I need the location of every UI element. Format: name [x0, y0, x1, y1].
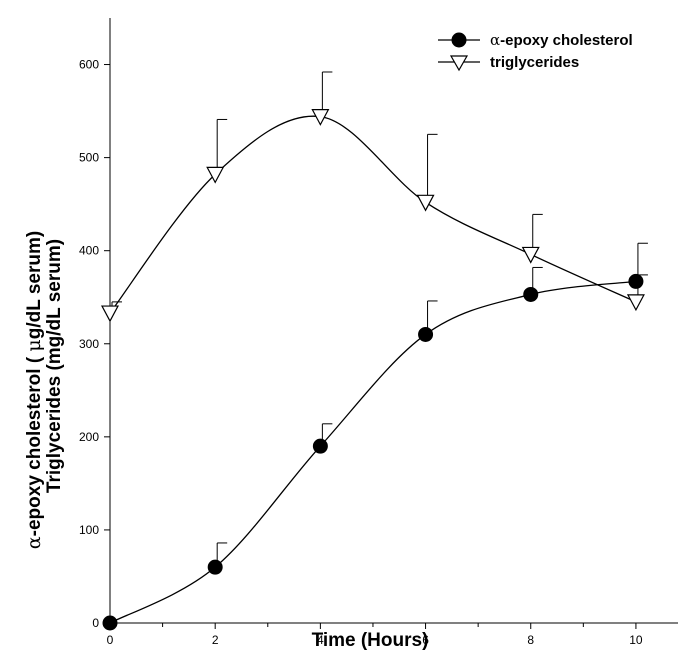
error-bars — [111, 71, 648, 568]
data-point-epoxy-cholesterol — [628, 273, 644, 289]
series-curves — [109, 115, 637, 624]
legend-label-epoxy-alpha: α — [490, 31, 500, 49]
y-tick-label: 500 — [79, 151, 99, 165]
y-tick-label: 400 — [79, 244, 99, 258]
data-point-triglycerides — [416, 194, 435, 212]
x-axis-title: Time (Hours) — [312, 630, 429, 651]
y-tick-label: 600 — [79, 58, 99, 72]
data-point-triglycerides — [311, 109, 330, 126]
legend-marker-epoxy — [451, 32, 467, 48]
y-ticks: 0 100 200 300 400 500 600 — [79, 58, 110, 630]
data-point-epoxy-cholesterol — [418, 326, 434, 342]
data-point-triglycerides — [206, 166, 225, 184]
x-tick-label: 10 — [629, 633, 643, 647]
data-point-epoxy-cholesterol — [102, 615, 118, 631]
series-markers — [101, 109, 645, 631]
data-point-epoxy-cholesterol — [312, 438, 328, 454]
y-tick-label: 100 — [79, 523, 99, 537]
y-axis-title-mu: μ — [23, 339, 45, 351]
x-ticks: 0 2 4 6 8 10 — [107, 623, 643, 647]
x-tick-label: 6 — [422, 633, 429, 647]
data-point-triglycerides — [101, 305, 119, 323]
y-axis-title-line2: Triglycerides (mg/dL serum) — [44, 239, 65, 493]
data-point-triglycerides — [626, 294, 645, 312]
x-tick-label: 0 — [107, 633, 114, 647]
legend-label-epoxy-text: -epoxy cholesterol — [500, 32, 633, 49]
series-line-epoxy-cholesterol — [109, 280, 637, 624]
series-line-triglycerides — [109, 115, 637, 314]
x-tick-label: 4 — [317, 633, 324, 647]
y-axis-title-line1-b: g/dL serum) — [24, 231, 45, 339]
legend-label-triglycerides: triglycerides — [490, 54, 579, 71]
y-axis-title-alpha: α — [23, 536, 45, 549]
x-tick-label: 2 — [212, 633, 219, 647]
axes — [109, 18, 678, 624]
y-axis-title-line1: α-epoxy cholesterol ( μg/dL serum) — [23, 231, 45, 549]
y-tick-label: 0 — [92, 616, 99, 630]
data-point-epoxy-cholesterol — [523, 286, 539, 302]
y-tick-label: 300 — [79, 337, 99, 351]
y-tick-label: 200 — [79, 430, 99, 444]
legend-label-epoxy: α-epoxy cholesterol — [490, 31, 633, 49]
legend-marker-triglycerides — [449, 55, 469, 72]
y-axis-title-line1-a: -epoxy cholesterol ( — [24, 352, 45, 537]
x-tick-label: 8 — [527, 633, 534, 647]
data-point-triglycerides — [521, 246, 540, 264]
legend: α-epoxy cholesterol triglycerides — [438, 31, 633, 72]
data-point-epoxy-cholesterol — [207, 559, 223, 575]
